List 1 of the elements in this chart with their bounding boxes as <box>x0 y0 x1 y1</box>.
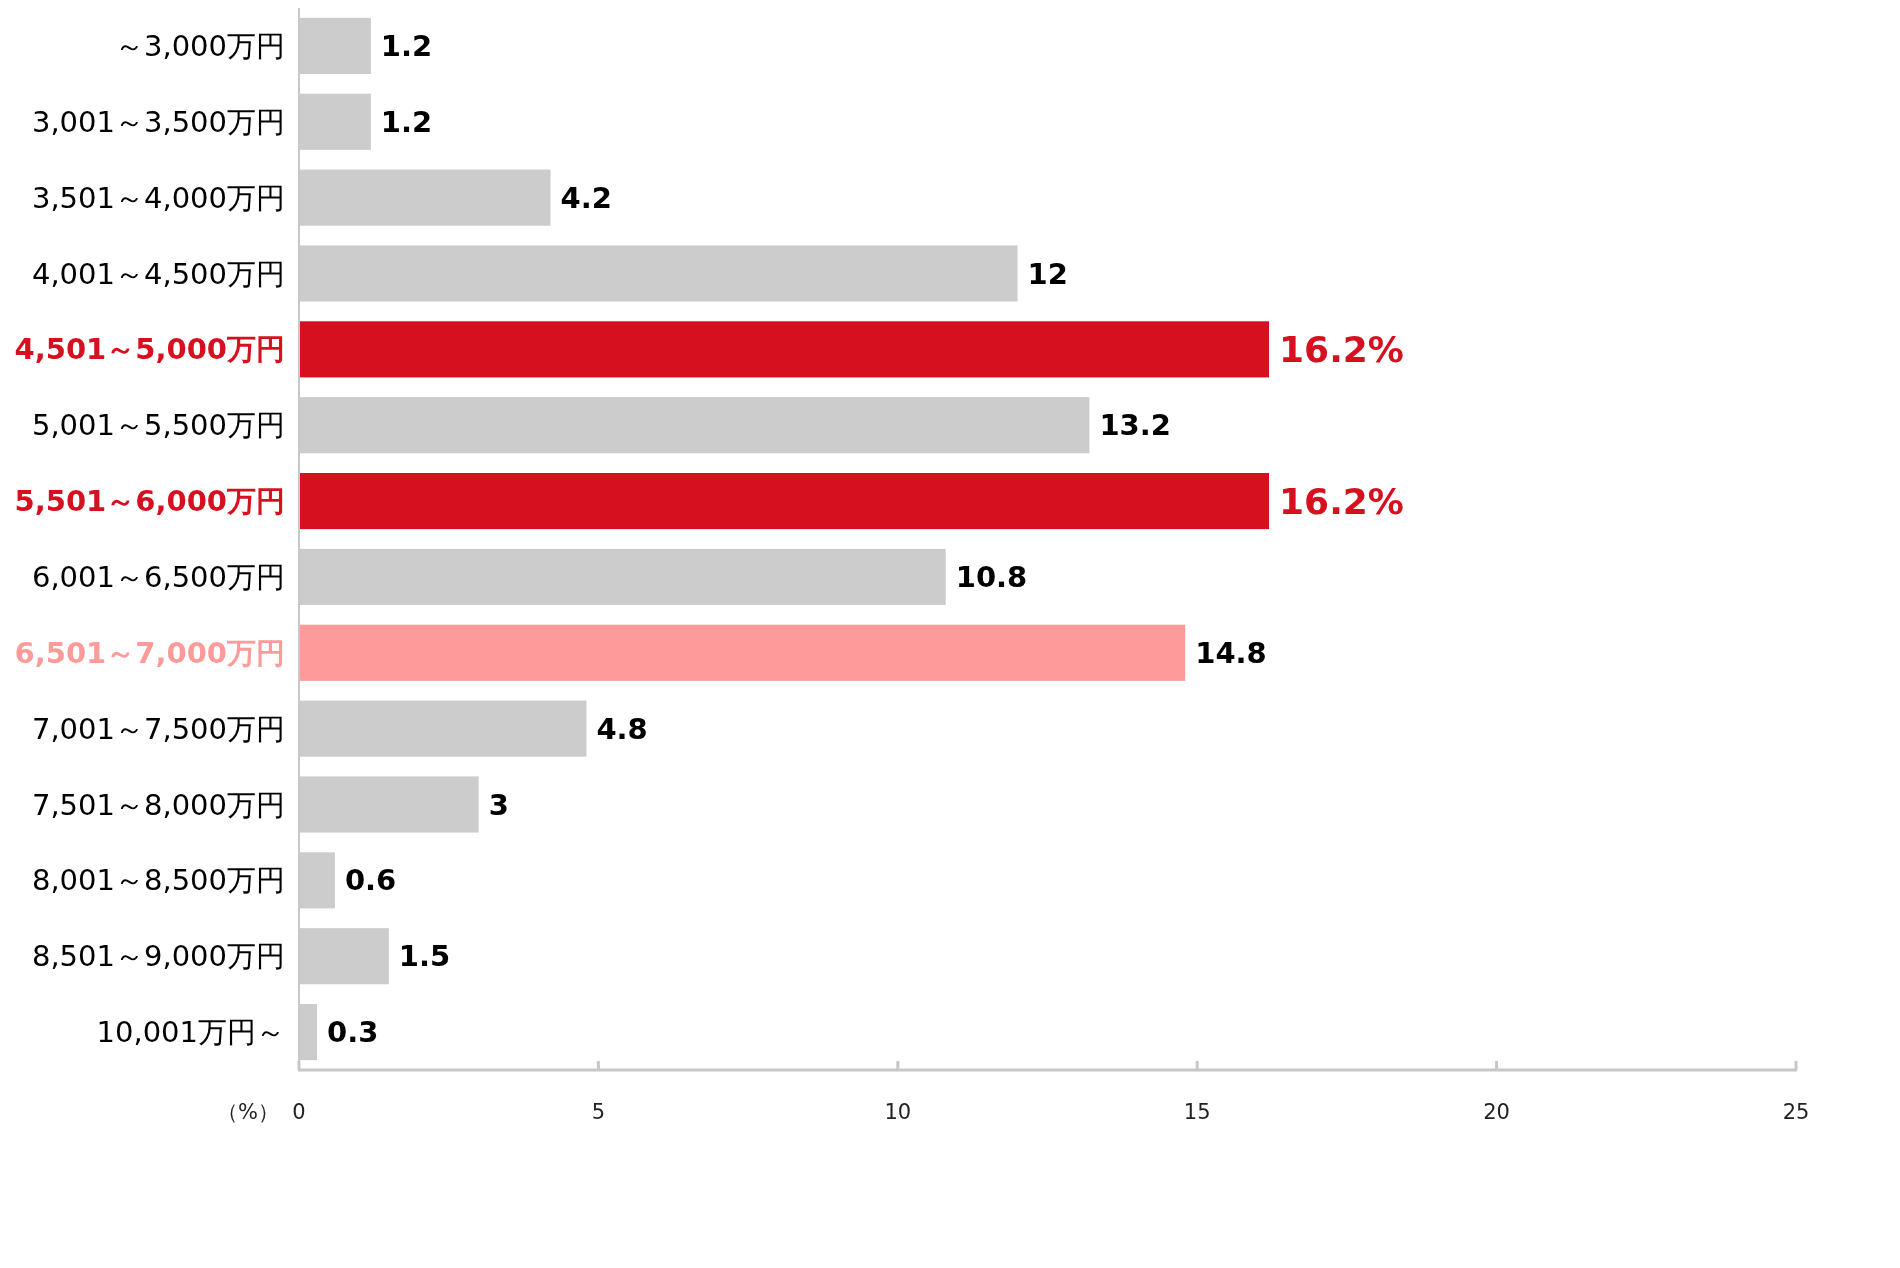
xlabel: （%） <box>217 1100 279 1124</box>
